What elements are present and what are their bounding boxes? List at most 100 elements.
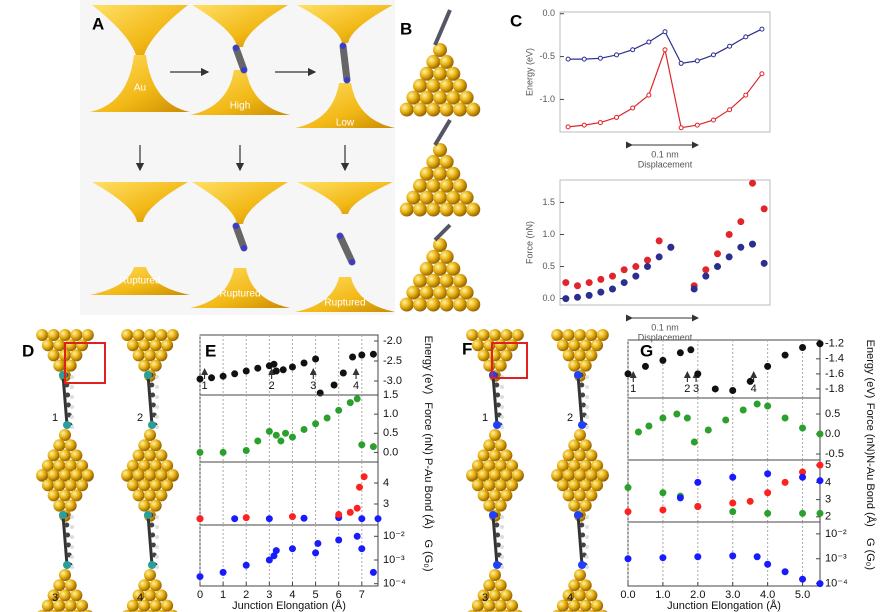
annotation: 2 bbox=[684, 383, 690, 395]
gold-atom bbox=[440, 274, 454, 288]
atom bbox=[579, 523, 584, 528]
data-point bbox=[289, 514, 295, 520]
gold-atom bbox=[65, 360, 77, 372]
data-point bbox=[747, 378, 753, 384]
gold-atom bbox=[500, 589, 512, 601]
data-point bbox=[273, 548, 279, 554]
annotation: 4 bbox=[751, 383, 757, 395]
y-axis-label: Energy (eV) bbox=[524, 48, 534, 96]
gold-atom bbox=[446, 191, 460, 205]
gold-atom bbox=[406, 91, 420, 105]
data-point bbox=[744, 93, 748, 97]
atom bbox=[70, 555, 74, 559]
gold-atom bbox=[478, 449, 490, 461]
atom bbox=[585, 515, 589, 519]
data-point bbox=[301, 360, 307, 366]
data-point bbox=[266, 428, 272, 434]
annotation: 2 bbox=[269, 380, 275, 392]
data-point bbox=[566, 57, 570, 61]
data-point bbox=[357, 484, 363, 490]
gold-atom bbox=[138, 339, 150, 351]
gold-atom bbox=[400, 103, 414, 117]
y-tick-label: 1.0 bbox=[542, 229, 555, 239]
atom bbox=[500, 415, 504, 419]
gold-atom bbox=[167, 329, 179, 341]
y-tick-label: -1.6 bbox=[825, 368, 844, 380]
atom bbox=[500, 545, 504, 549]
gold-atom bbox=[495, 600, 507, 612]
data-point bbox=[765, 510, 771, 516]
gold-atom bbox=[76, 600, 88, 612]
atom bbox=[70, 375, 74, 379]
snapshot-label: 2 bbox=[567, 412, 573, 424]
y-axis-label: Force (nN) bbox=[524, 221, 534, 264]
atom bbox=[349, 259, 355, 265]
data-point bbox=[744, 35, 748, 39]
y-tick-label: 0.0 bbox=[825, 428, 840, 440]
gold-atom bbox=[161, 600, 173, 612]
data-point bbox=[197, 574, 203, 580]
y-axis-label: P-Au Bond (Å) bbox=[422, 458, 435, 529]
gold-atom bbox=[53, 339, 65, 351]
gold-atom bbox=[426, 103, 440, 117]
gold-atom bbox=[478, 489, 490, 501]
data-point bbox=[370, 569, 376, 575]
molecule bbox=[435, 10, 450, 45]
gold-atom bbox=[420, 167, 434, 181]
y-axis-label: G (G₀) bbox=[422, 539, 434, 571]
data-point bbox=[663, 48, 667, 52]
data-point bbox=[703, 267, 709, 273]
atom bbox=[155, 545, 159, 549]
data-point bbox=[289, 546, 295, 552]
y-axis-label: Energy (eV) bbox=[422, 336, 434, 395]
plot-frame bbox=[200, 525, 378, 586]
molecule bbox=[493, 375, 497, 425]
y-tick-label: -2.0 bbox=[383, 335, 402, 347]
gold-atom bbox=[557, 339, 569, 351]
gold-atom bbox=[440, 179, 454, 193]
atom bbox=[70, 395, 74, 399]
gold-atom bbox=[413, 298, 427, 312]
atom bbox=[580, 533, 585, 538]
gold-atom bbox=[144, 449, 156, 461]
y-tick-label: 0.5 bbox=[383, 427, 398, 439]
gold-atom bbox=[506, 339, 518, 351]
gold-atom bbox=[48, 469, 60, 481]
gold-atom bbox=[59, 469, 71, 481]
data-point bbox=[740, 407, 746, 413]
annotation: 3 bbox=[310, 380, 316, 392]
data-point bbox=[765, 403, 771, 409]
gold-atom bbox=[65, 479, 77, 491]
data-point bbox=[359, 352, 365, 358]
y-tick-label: 1.5 bbox=[542, 197, 555, 207]
gold-atom bbox=[453, 298, 467, 312]
y-tick-label: 3 bbox=[383, 498, 389, 510]
y-tick-label: -2.5 bbox=[383, 355, 402, 367]
gold-atom bbox=[495, 500, 507, 512]
gold-atom bbox=[433, 191, 447, 205]
atom bbox=[70, 405, 74, 409]
data-point bbox=[712, 386, 718, 392]
y-axis-label: Force (nN) bbox=[864, 403, 876, 456]
atom bbox=[489, 511, 497, 519]
x-tick-label: 5.0 bbox=[795, 589, 810, 601]
atom bbox=[574, 511, 582, 519]
data-point bbox=[715, 264, 721, 270]
gold-atom bbox=[440, 298, 454, 312]
gold-atom bbox=[413, 203, 427, 217]
gold-atom bbox=[433, 262, 447, 276]
gold-atom bbox=[420, 67, 434, 81]
gold-atom bbox=[42, 339, 54, 351]
data-point bbox=[761, 206, 767, 212]
gold-atom bbox=[483, 579, 495, 591]
gold-atom bbox=[426, 274, 440, 288]
y-tick-label: 2 bbox=[825, 511, 831, 523]
gold-atom bbox=[440, 55, 454, 69]
panel-label: D bbox=[22, 341, 34, 360]
molecule bbox=[493, 515, 497, 565]
atom bbox=[155, 415, 159, 419]
data-point bbox=[289, 434, 295, 440]
gold-atom bbox=[563, 449, 575, 461]
gold-atom bbox=[580, 500, 592, 512]
data-point bbox=[315, 540, 321, 546]
